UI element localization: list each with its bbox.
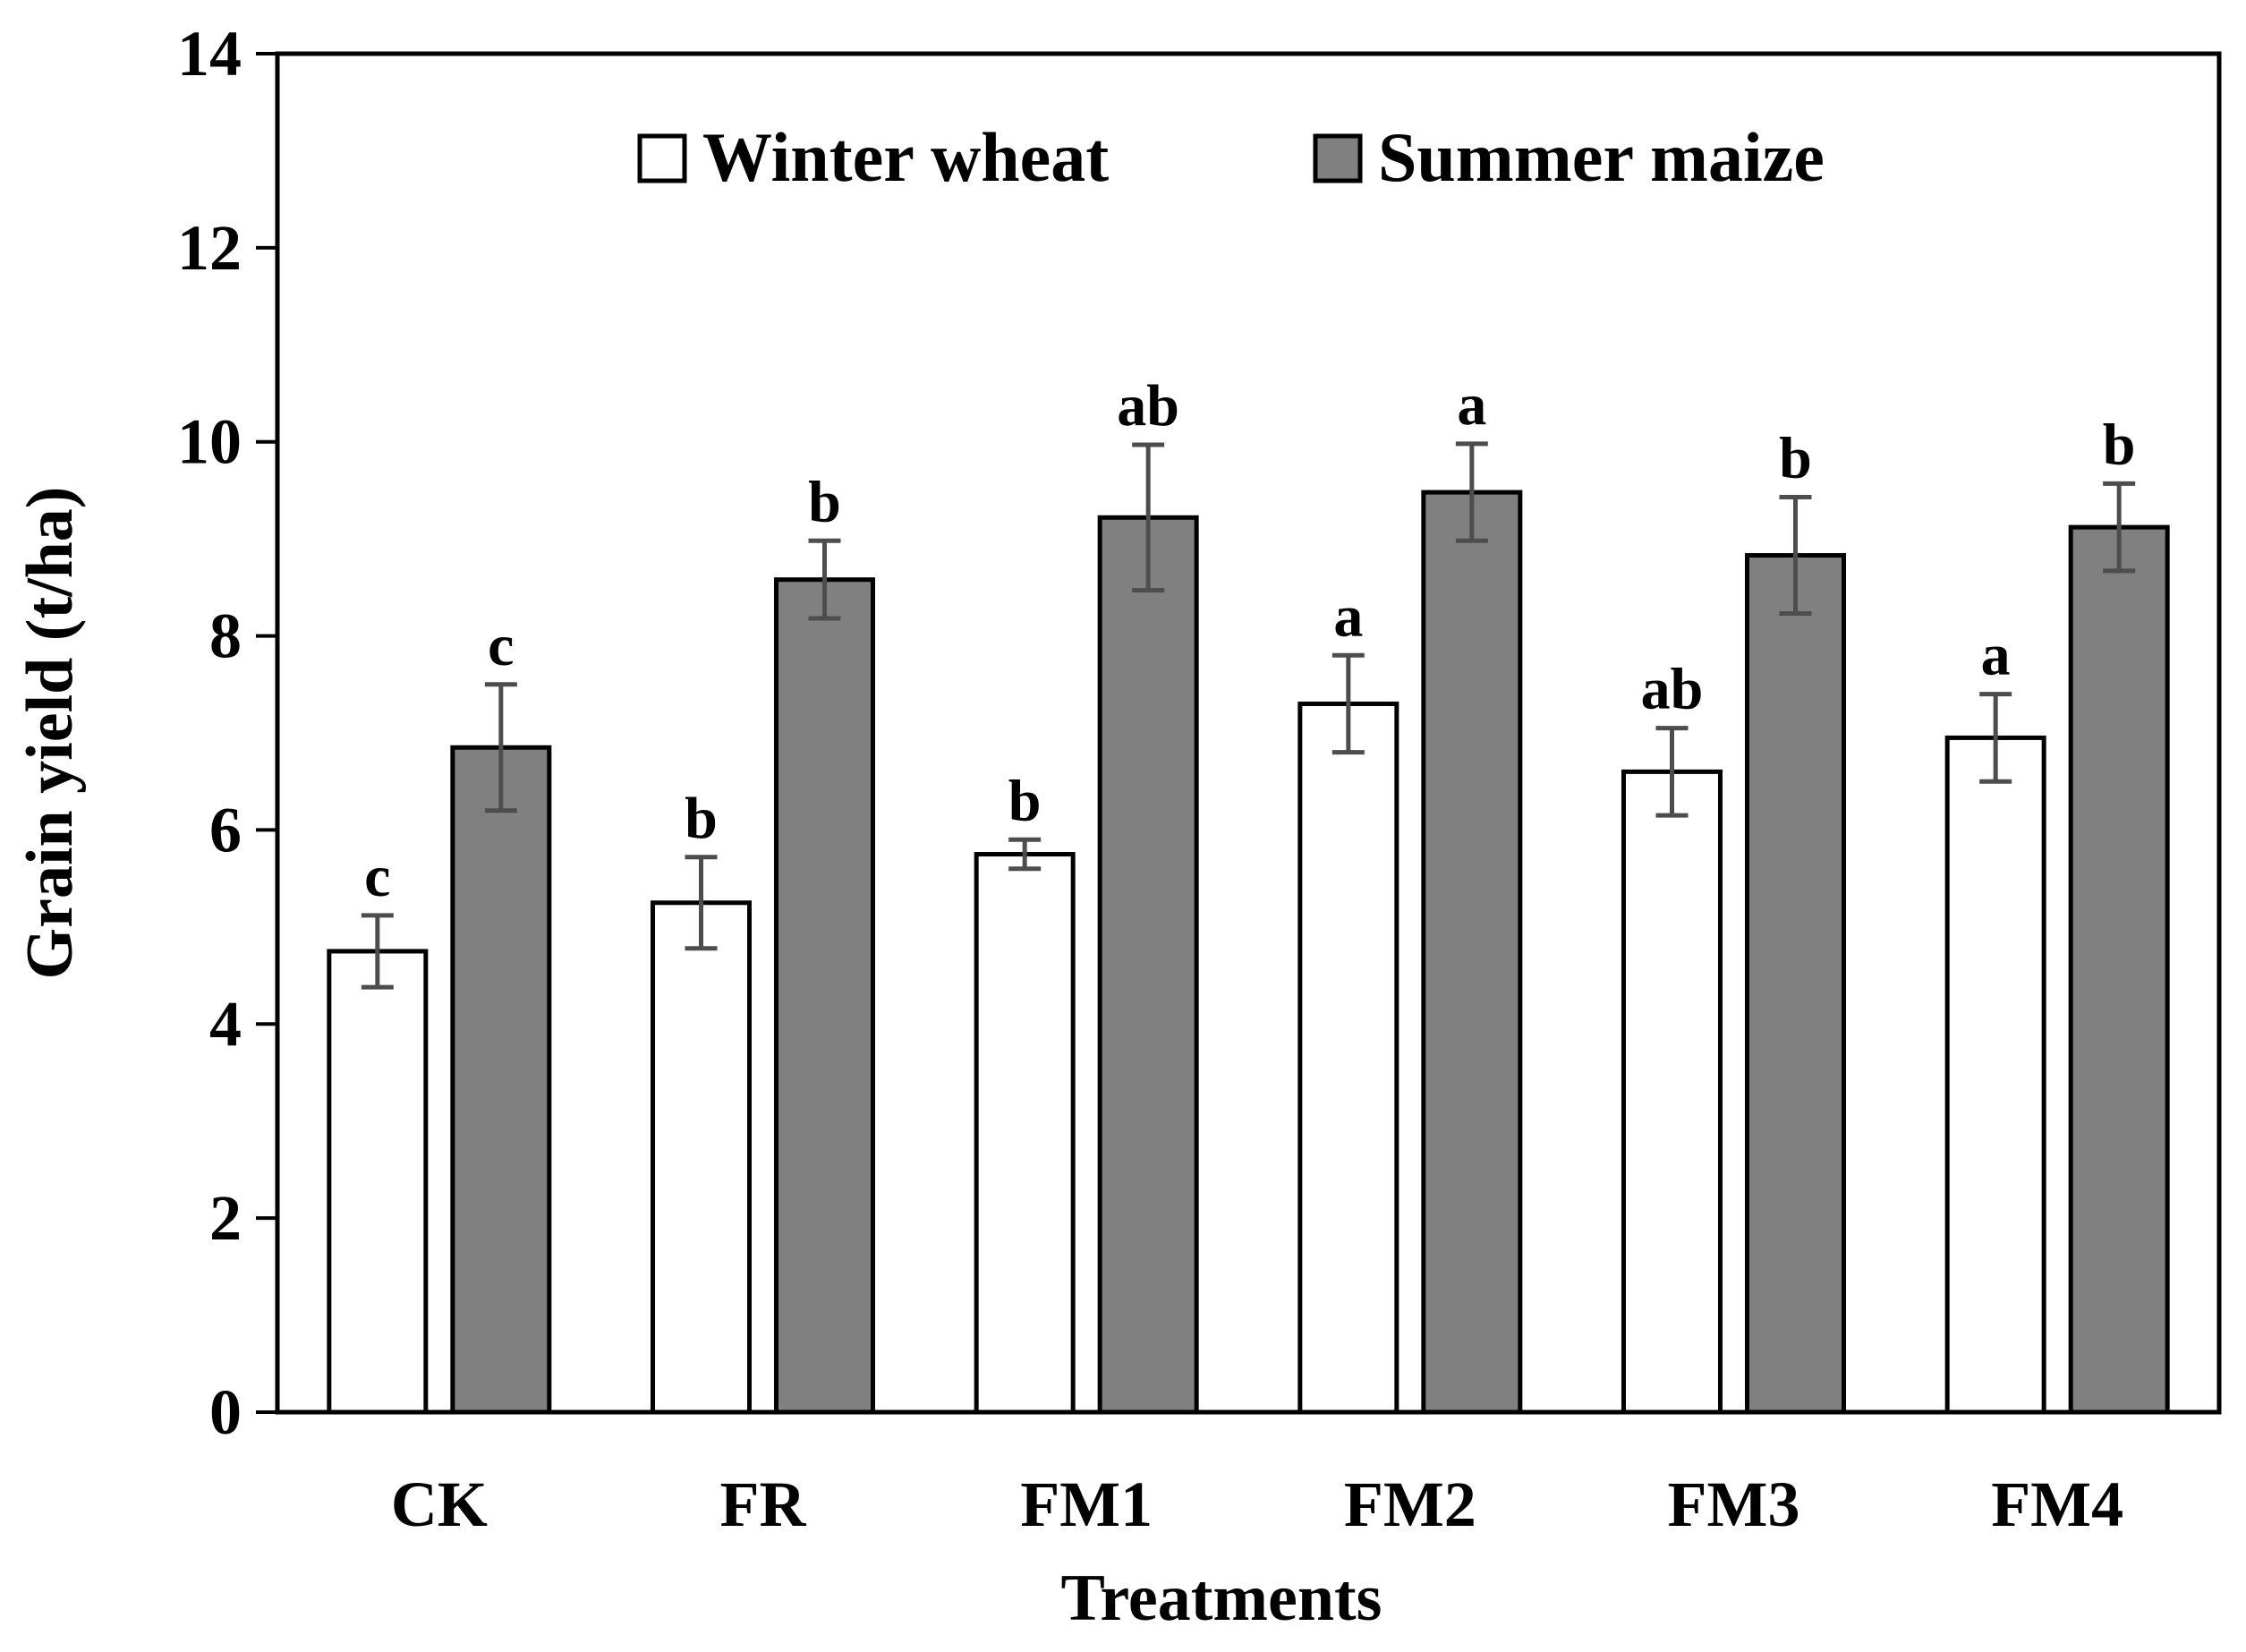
significance-label: a: [1981, 623, 2011, 688]
x-tick-label: FR: [720, 1469, 807, 1540]
significance-label: b: [685, 786, 718, 851]
plot-frame: [275, 51, 2222, 1415]
y-axis-title: Grain yield (t/ha): [13, 487, 87, 980]
bar: [450, 745, 552, 1415]
x-tick-label: FM3: [1668, 1469, 1800, 1540]
y-tick-label: 10: [177, 406, 242, 478]
y-tick-label: 14: [177, 18, 242, 89]
bar: [774, 577, 875, 1415]
y-tick-label: 2: [209, 1182, 242, 1254]
bar: [327, 949, 429, 1415]
legend-label: Winter wheat: [702, 118, 1109, 196]
significance-label: b: [1779, 426, 1812, 491]
bar: [1297, 701, 1399, 1415]
bar: [651, 900, 752, 1415]
bar: [1097, 515, 1199, 1415]
significance-label: ab: [1117, 373, 1179, 439]
significance-label: c: [488, 613, 514, 678]
legend-swatch: [1313, 133, 1363, 183]
bar: [974, 852, 1076, 1415]
y-axis: 0 2 4 6 8 10 12 14: [177, 18, 277, 1448]
significance-label: b: [808, 469, 841, 534]
significance-label: a: [1457, 372, 1486, 438]
legend-label: Summer maize: [1378, 118, 1825, 196]
legend: Winter wheat Summer maize: [637, 118, 1825, 196]
bar: [1745, 553, 1846, 1415]
significance-label: c: [364, 844, 390, 909]
y-tick-label: 4: [209, 988, 242, 1060]
significance-label: a: [1333, 583, 1363, 649]
bar: [2068, 524, 2170, 1415]
y-tick-label: 8: [209, 600, 242, 672]
x-tick-label: CK: [391, 1469, 488, 1540]
x-tick-label: FM4: [1991, 1469, 2123, 1540]
significance-label: b: [2103, 412, 2136, 477]
y-tick-label: 12: [177, 212, 242, 284]
x-axis: CK FR FM1 FM2 FM3 FM4: [391, 1469, 2123, 1540]
y-tick-label: 0: [209, 1376, 242, 1448]
bar: [1621, 769, 1723, 1415]
bar: [1944, 735, 2046, 1415]
significance-label: ab: [1641, 657, 1704, 722]
legend-swatch: [637, 133, 687, 183]
x-tick-label: FM1: [1020, 1469, 1153, 1540]
x-tick-label: FM2: [1344, 1469, 1476, 1540]
significance-label: b: [1008, 768, 1042, 833]
x-axis-title: Treatments: [1061, 1562, 1382, 1635]
bar: [1421, 490, 1523, 1415]
y-tick-label: 6: [209, 794, 242, 865]
